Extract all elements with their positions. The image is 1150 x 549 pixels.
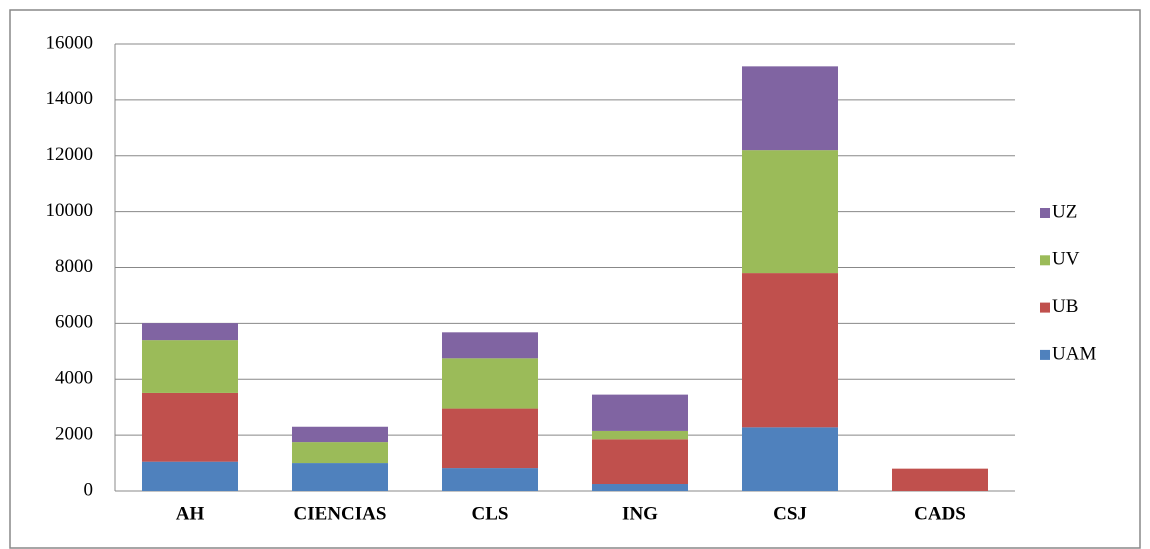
legend-label: UAM	[1052, 343, 1096, 364]
legend-swatch	[1040, 349, 1050, 360]
x-tick-label: CADS	[914, 503, 966, 524]
y-tick-label: 10000	[46, 200, 94, 221]
y-tick-label: 4000	[55, 368, 93, 389]
bar-segment	[592, 439, 688, 485]
legend-swatch	[1040, 208, 1050, 218]
y-tick-label: 6000	[55, 312, 93, 333]
bar-segment	[892, 468, 988, 491]
y-tick-label: 12000	[46, 144, 94, 165]
x-tick-label: CIENCIAS	[294, 503, 387, 524]
bar-segment	[142, 340, 238, 393]
bar-segment	[442, 468, 538, 491]
bar-segment	[742, 273, 838, 428]
chart-frame	[9, 9, 1141, 549]
legend-label: UV	[1052, 249, 1080, 270]
bar-segment	[142, 323, 238, 341]
bar-segment	[592, 394, 688, 431]
y-tick-label: 2000	[55, 423, 93, 444]
bar-segment	[442, 332, 538, 359]
bar-segment	[292, 426, 388, 443]
bar-segment	[442, 358, 538, 409]
x-tick-label: ING	[622, 503, 658, 524]
bar-segment	[142, 461, 238, 491]
x-tick-label: CLS	[472, 503, 509, 524]
bar-segment	[442, 408, 538, 469]
bar-segment	[592, 430, 688, 440]
x-tick-label: CSJ	[773, 503, 807, 524]
legend-swatch	[1040, 302, 1050, 313]
legend-label: UZ	[1052, 201, 1077, 222]
x-tick-label: AH	[176, 503, 205, 524]
y-tick-label: 14000	[46, 88, 94, 109]
bar-segment	[292, 442, 388, 464]
y-tick-label: 8000	[55, 256, 93, 277]
y-tick-label: 16000	[46, 32, 94, 53]
bar-segment	[592, 484, 688, 491]
legend-label: UB	[1052, 296, 1078, 317]
bar-segment	[292, 463, 388, 491]
bar-segment	[142, 392, 238, 462]
y-tick-label: 0	[84, 479, 94, 500]
bar-segment	[742, 427, 838, 491]
bar-segment	[742, 66, 838, 151]
legend-swatch	[1040, 255, 1050, 266]
bar-segment	[742, 150, 838, 274]
